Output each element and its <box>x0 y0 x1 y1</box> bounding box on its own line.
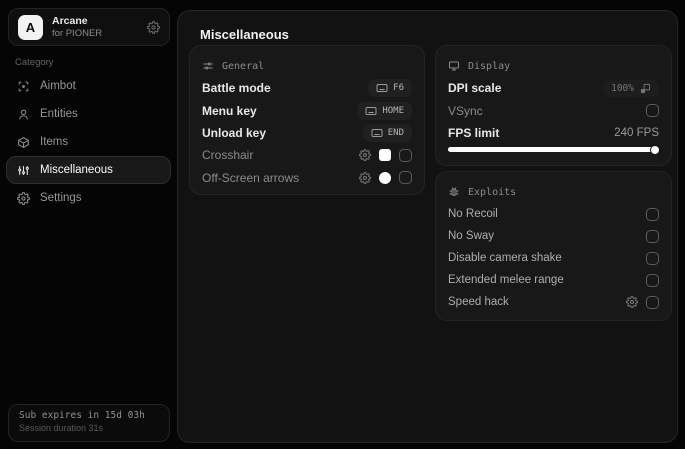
keybind-value: END <box>387 127 404 138</box>
sliders-horizontal-icon <box>202 60 214 72</box>
fps-limit-slider[interactable] <box>448 145 659 154</box>
keybind-button[interactable]: HOME <box>357 101 412 120</box>
exploits-card-header: Exploits <box>448 181 659 203</box>
setting-row-speed-hack: Speed hack <box>448 291 659 313</box>
keyboard-icon <box>365 106 377 115</box>
row-controls <box>359 148 412 162</box>
general-card: General Battle mode F6 Menu key HOME Unl… <box>189 45 425 195</box>
fps-limit-value: 240 FPS <box>614 126 659 139</box>
row-controls <box>359 171 412 185</box>
setting-label: Menu key <box>202 103 257 118</box>
session-duration-text: Session duration 31s <box>19 423 104 433</box>
dpi-scale-select[interactable]: 100% <box>603 79 659 97</box>
extended-melee-range-checkbox[interactable] <box>646 273 659 287</box>
exploits-card: Exploits No Recoil No Sway Disable camer… <box>435 171 672 321</box>
sidebar-item-items[interactable]: Items <box>6 128 171 156</box>
setting-row-unload-key: Unload key END <box>202 122 412 144</box>
subscription-card: Sub expires in 15d 03h Session duration … <box>8 404 170 442</box>
sliders-icon <box>17 164 30 177</box>
sidebar-item-miscellaneous[interactable]: Miscellaneous <box>6 156 171 184</box>
setting-label: VSync <box>448 103 483 118</box>
monitor-icon <box>448 60 460 72</box>
sidebar-item-label: Items <box>40 136 69 148</box>
setting-label: Battle mode <box>202 81 271 96</box>
display-card: Display DPI scale 100% VSync FPS limit 2… <box>435 45 672 166</box>
setting-label: Unload key <box>202 125 267 140</box>
setting-label: Extended melee range <box>448 274 564 286</box>
disable-camera-shake-checkbox[interactable] <box>646 251 659 265</box>
cube-icon <box>17 136 30 149</box>
setting-row-dpi-scale: DPI scale 100% <box>448 77 659 99</box>
dpi-scale-value: 100% <box>611 82 634 94</box>
general-card-title: General <box>222 60 265 72</box>
person-icon <box>17 108 30 121</box>
setting-row-battle-mode: Battle mode F6 <box>202 77 412 99</box>
scale-icon <box>640 83 651 93</box>
display-card-header: Display <box>448 55 659 77</box>
setting-row-disable-camera-shake: Disable camera shake <box>448 247 659 269</box>
app-meta: Arcane for PIONER <box>52 15 138 40</box>
keybind-value: F6 <box>393 83 404 94</box>
vsync-checkbox[interactable] <box>646 104 659 118</box>
exploits-card-title: Exploits <box>468 186 517 198</box>
no-recoil-checkbox[interactable] <box>646 207 659 221</box>
main-panel: Miscellaneous General Battle mode F6 Men… <box>177 10 678 443</box>
setting-label: No Recoil <box>448 208 498 220</box>
gear-icon[interactable] <box>626 296 638 308</box>
sidebar: A Arcane for PIONER Category Aimbot Enti… <box>0 0 177 449</box>
sidebar-item-label: Miscellaneous <box>40 164 113 176</box>
sidebar-item-label: Entities <box>40 108 78 120</box>
gear-icon <box>17 191 30 205</box>
app-header-card: A Arcane for PIONER <box>8 8 170 46</box>
sidebar-nav: Aimbot Entities Items Miscellaneous Sett… <box>6 72 171 212</box>
setting-label: DPI scale <box>448 81 502 96</box>
sidebar-item-entities[interactable]: Entities <box>6 100 171 128</box>
color-swatch[interactable] <box>379 149 391 162</box>
setting-label: Speed hack <box>448 296 509 308</box>
sidebar-item-label: Settings <box>40 192 82 204</box>
row-controls <box>626 295 659 309</box>
sub-expiry-text: Sub expires in 15d 03h <box>19 410 145 421</box>
setting-label: Crosshair <box>202 148 254 163</box>
category-label: Category <box>15 57 54 68</box>
bug-icon <box>448 186 460 198</box>
general-card-header: General <box>202 55 412 77</box>
keybind-button[interactable]: F6 <box>368 79 412 98</box>
crosshair-checkbox[interactable] <box>399 148 412 162</box>
setting-row-vsync: VSync <box>448 99 659 121</box>
app-subtitle: for PIONER <box>52 27 103 39</box>
setting-row-crosshair: Crosshair <box>202 144 412 166</box>
page-title: Miscellaneous <box>200 27 289 42</box>
keybind-value: HOME <box>382 105 404 116</box>
sidebar-item-label: Aimbot <box>40 80 76 92</box>
setting-label: FPS limit <box>448 125 500 140</box>
app-logo: A <box>18 14 43 40</box>
sidebar-item-settings[interactable]: Settings <box>6 184 171 212</box>
display-card-title: Display <box>468 60 511 72</box>
speed-hack-checkbox[interactable] <box>646 295 659 309</box>
offscreen-arrows-checkbox[interactable] <box>399 171 412 185</box>
setting-row-no-recoil: No Recoil <box>448 203 659 225</box>
keyboard-icon <box>376 84 388 93</box>
crosshair-scan-icon <box>17 80 30 93</box>
setting-label: Off-Screen arrows <box>202 170 300 185</box>
gear-icon[interactable] <box>359 171 371 184</box>
gear-icon[interactable] <box>147 20 160 34</box>
setting-label: Disable camera shake <box>448 252 562 264</box>
setting-label: No Sway <box>448 230 495 242</box>
color-swatch[interactable] <box>379 171 391 184</box>
app-name: Arcane <box>52 14 88 27</box>
setting-row-extended-melee-range: Extended melee range <box>448 269 659 291</box>
setting-row-offscreen-arrows: Off-Screen arrows <box>202 167 412 189</box>
setting-row-fps-limit: FPS limit 240 FPS <box>448 122 659 144</box>
setting-row-menu-key: Menu key HOME <box>202 99 412 121</box>
keyboard-icon <box>371 128 383 137</box>
sidebar-item-aimbot[interactable]: Aimbot <box>6 72 171 100</box>
gear-icon[interactable] <box>359 149 371 162</box>
fps-slider-thumb[interactable] <box>650 145 659 154</box>
no-sway-checkbox[interactable] <box>646 229 659 243</box>
fps-slider-fill <box>448 145 659 154</box>
keybind-button[interactable]: END <box>362 123 412 142</box>
setting-row-no-sway: No Sway <box>448 225 659 247</box>
